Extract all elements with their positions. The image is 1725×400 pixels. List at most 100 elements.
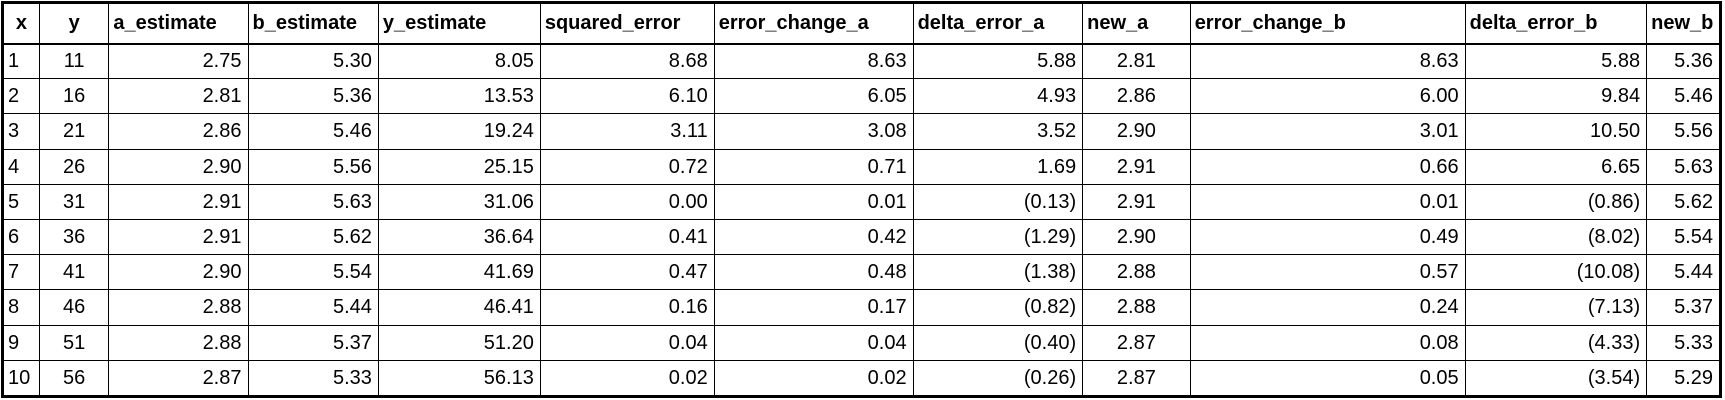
- cell-y-estimate: 41.69: [377, 254, 541, 291]
- cell-squared-error: 0.72: [539, 148, 715, 185]
- cell-y-estimate: 36.64: [377, 218, 541, 256]
- cell-error-change-a: 3.08: [713, 113, 914, 150]
- table-row: 8 46 2.88 5.44 46.41 0.16 0.17 (0.82) 2.88 0.24 (7…: [3, 289, 1720, 326]
- cell-y-estimate: 46.41: [377, 289, 541, 326]
- cell-new-b: 5.63: [1646, 148, 1720, 185]
- cell-a-estimate: 2.86: [108, 113, 249, 150]
- cell-error-change-b: 0.05: [1189, 359, 1466, 397]
- cell-squared-error: 0.47: [539, 254, 715, 291]
- cell-new-a: 2.88: [1082, 254, 1191, 291]
- table-body: 1 11 2.75 5.30 8.05 8.68 8.63 5.88 2.81 8.63 5.88 5…: [3, 42, 1720, 397]
- cell-new-b: 5.56: [1646, 113, 1720, 150]
- cell-new-a: 2.91: [1082, 183, 1191, 220]
- header-squared-error: squared_error: [539, 3, 715, 45]
- cell-a-estimate: 2.91: [108, 218, 249, 256]
- cell-x: 4: [3, 148, 40, 185]
- cell-b-estimate: 5.37: [247, 324, 379, 361]
- cell-new-a: 2.91: [1082, 148, 1191, 185]
- table-row: 9 51 2.88 5.37 51.20 0.04 0.04 (0.40) 2.87 0.08 (4…: [3, 324, 1720, 361]
- cell-error-change-a: 0.01: [713, 183, 914, 220]
- cell-squared-error: 0.16: [539, 289, 715, 326]
- header-error-change-a: error_change_a: [713, 3, 914, 45]
- cell-delta-error-b: 5.88: [1464, 42, 1648, 80]
- table-row: 7 41 2.90 5.54 41.69 0.47 0.48 (1.38) 2.88 0.57 (1…: [3, 254, 1720, 291]
- cell-error-change-a: 0.17: [713, 289, 914, 326]
- cell-a-estimate: 2.90: [108, 148, 249, 185]
- cell-new-a: 2.87: [1082, 359, 1191, 397]
- cell-error-change-b: 8.63: [1189, 42, 1466, 80]
- cell-a-estimate: 2.90: [108, 254, 249, 291]
- cell-delta-error-b: (0.86): [1464, 183, 1648, 220]
- cell-squared-error: 6.10: [539, 78, 715, 115]
- cell-delta-error-b: (3.54): [1464, 359, 1648, 397]
- cell-x: 1: [3, 42, 40, 80]
- cell-delta-error-a: (0.82): [912, 289, 1084, 326]
- cell-error-change-a: 0.71: [713, 148, 914, 185]
- cell-delta-error-b: 9.84: [1464, 78, 1648, 115]
- header-row: x y a_estimate b_estimate y_estimate squ…: [3, 3, 1720, 45]
- cell-x: 2: [3, 78, 40, 115]
- cell-b-estimate: 5.56: [247, 148, 379, 185]
- cell-x: 5: [3, 183, 40, 220]
- cell-a-estimate: 2.87: [108, 359, 249, 397]
- cell-delta-error-b: 6.65: [1464, 148, 1648, 185]
- header-b-estimate: b_estimate: [247, 3, 379, 45]
- cell-y-estimate: 13.53: [377, 78, 541, 115]
- cell-x: 6: [3, 218, 40, 256]
- cell-delta-error-a: (0.26): [912, 359, 1084, 397]
- cell-error-change-b: 0.49: [1189, 218, 1466, 256]
- cell-y-estimate: 25.15: [377, 148, 541, 185]
- cell-delta-error-a: 4.93: [912, 78, 1084, 115]
- cell-error-change-a: 0.42: [713, 218, 914, 256]
- cell-new-b: 5.44: [1646, 254, 1720, 291]
- header-delta-error-b: delta_error_b: [1464, 3, 1648, 45]
- cell-x: 8: [3, 289, 40, 326]
- cell-error-change-b: 0.57: [1189, 254, 1466, 291]
- cell-new-b: 5.37: [1646, 289, 1720, 326]
- header-delta-error-a: delta_error_a: [912, 3, 1084, 45]
- cell-y-estimate: 51.20: [377, 324, 541, 361]
- cell-new-b: 5.62: [1646, 183, 1720, 220]
- cell-y-estimate: 8.05: [377, 42, 541, 80]
- cell-y: 11: [38, 42, 110, 80]
- table-row: 4 26 2.90 5.56 25.15 0.72 0.71 1.69 2.91 0.66 6.65…: [3, 148, 1720, 185]
- cell-y: 21: [38, 113, 110, 150]
- cell-y-estimate: 31.06: [377, 183, 541, 220]
- cell-squared-error: 0.02: [539, 359, 715, 397]
- table-row: 5 31 2.91 5.63 31.06 0.00 0.01 (0.13) 2.91 0.01 (0…: [3, 183, 1720, 220]
- cell-x: 3: [3, 113, 40, 150]
- header-y: y: [38, 3, 110, 45]
- cell-x: 9: [3, 324, 40, 361]
- cell-new-b: 5.36: [1646, 42, 1720, 80]
- cell-y: 41: [38, 254, 110, 291]
- cell-y: 51: [38, 324, 110, 361]
- cell-a-estimate: 2.91: [108, 183, 249, 220]
- cell-squared-error: 0.00: [539, 183, 715, 220]
- cell-new-b: 5.54: [1646, 218, 1720, 256]
- cell-delta-error-a: 5.88: [912, 42, 1084, 80]
- cell-error-change-a: 6.05: [713, 78, 914, 115]
- cell-b-estimate: 5.54: [247, 254, 379, 291]
- cell-error-change-a: 8.63: [713, 42, 914, 80]
- cell-squared-error: 3.11: [539, 113, 715, 150]
- cell-y-estimate: 56.13: [377, 359, 541, 397]
- cell-b-estimate: 5.63: [247, 183, 379, 220]
- header-new-b: new_b: [1646, 3, 1720, 45]
- cell-b-estimate: 5.46: [247, 113, 379, 150]
- cell-y-estimate: 19.24: [377, 113, 541, 150]
- header-new-a: new_a: [1082, 3, 1191, 45]
- cell-a-estimate: 2.81: [108, 78, 249, 115]
- cell-delta-error-a: (0.40): [912, 324, 1084, 361]
- cell-delta-error-a: (1.29): [912, 218, 1084, 256]
- cell-new-a: 2.90: [1082, 113, 1191, 150]
- cell-delta-error-a: (1.38): [912, 254, 1084, 291]
- cell-error-change-a: 0.48: [713, 254, 914, 291]
- cell-y: 56: [38, 359, 110, 397]
- cell-new-a: 2.81: [1082, 42, 1191, 80]
- cell-delta-error-b: (7.13): [1464, 289, 1648, 326]
- header-x: x: [3, 3, 40, 45]
- cell-b-estimate: 5.62: [247, 218, 379, 256]
- cell-b-estimate: 5.30: [247, 42, 379, 80]
- cell-squared-error: 0.04: [539, 324, 715, 361]
